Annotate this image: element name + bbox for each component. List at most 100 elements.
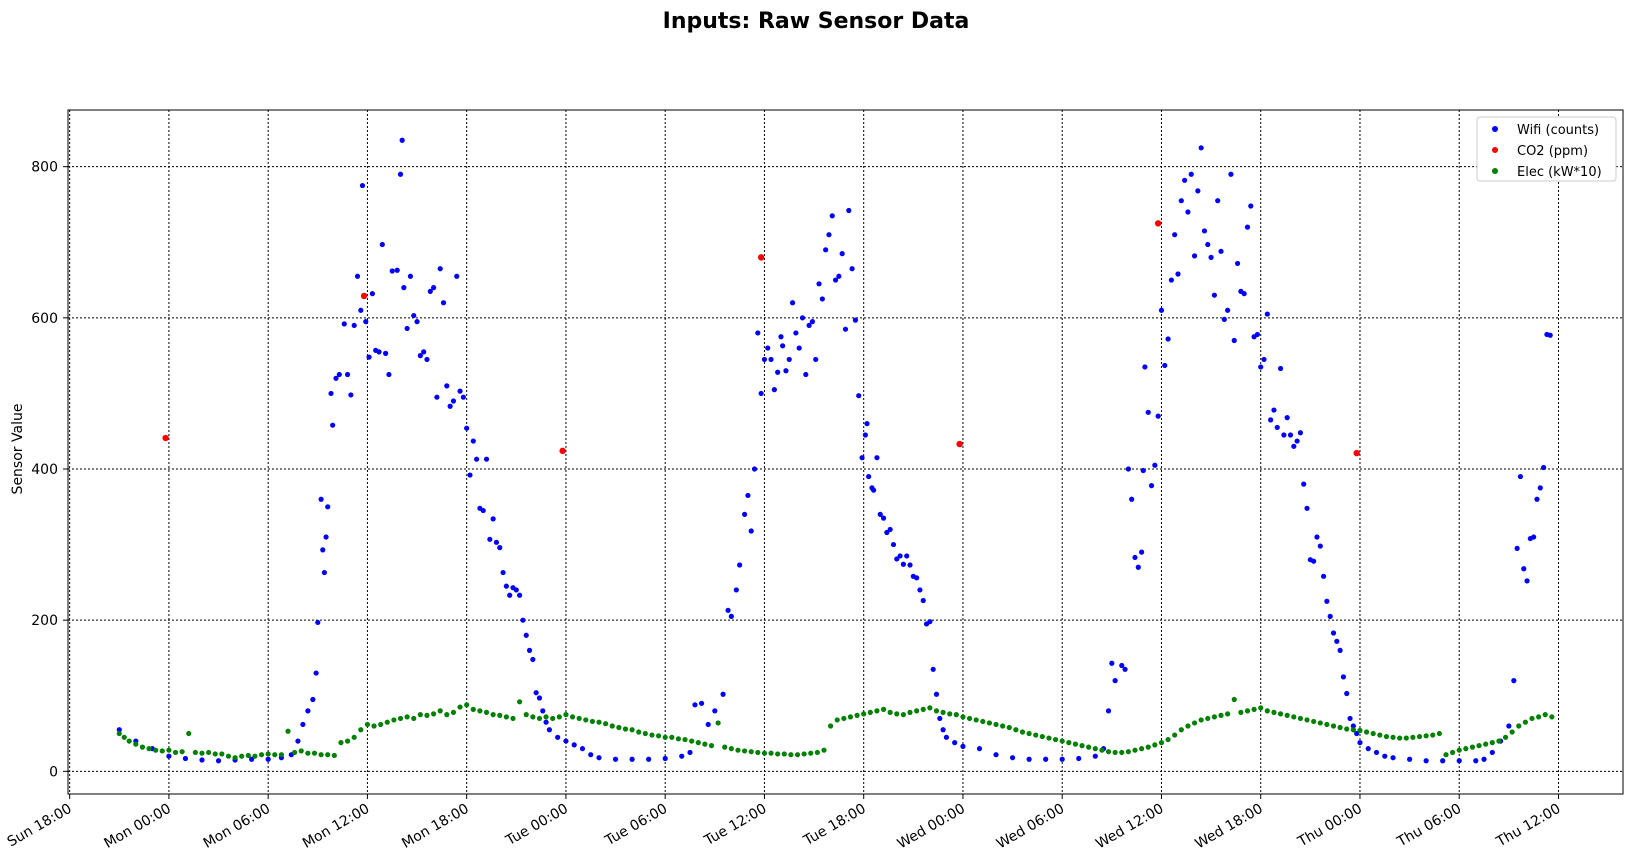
data-point	[1320, 573, 1327, 579]
data-point	[1540, 464, 1547, 471]
data-point	[121, 734, 127, 740]
data-point	[311, 750, 318, 756]
data-point	[265, 751, 271, 757]
data-point	[348, 392, 354, 398]
data-point	[376, 349, 382, 355]
data-point	[1456, 747, 1462, 753]
data-point	[741, 511, 748, 517]
data-point	[321, 569, 328, 576]
data-point	[1473, 758, 1479, 764]
data-point	[1105, 708, 1112, 714]
data-point	[642, 730, 648, 737]
data-point	[1225, 307, 1231, 313]
data-point	[450, 398, 457, 404]
data-point	[887, 709, 893, 715]
data-point	[1334, 638, 1340, 644]
data-point	[404, 714, 410, 720]
data-point	[1248, 203, 1254, 209]
data-point	[543, 714, 549, 720]
data-point	[1271, 407, 1277, 413]
data-point	[371, 723, 377, 729]
data-point	[444, 383, 450, 389]
data-point	[1347, 715, 1353, 722]
x-tick-label: Tue 00:00	[503, 801, 571, 850]
data-point	[434, 394, 440, 400]
data-point	[952, 740, 958, 746]
data-point	[612, 756, 619, 762]
data-point	[1350, 727, 1356, 733]
data-point	[695, 740, 701, 746]
data-point	[474, 456, 480, 462]
data-point	[1218, 248, 1224, 254]
data-point	[1201, 228, 1208, 234]
data-point	[907, 709, 913, 715]
data-point	[708, 743, 715, 749]
data-point	[834, 717, 840, 723]
data-point	[1052, 736, 1059, 743]
data-point	[596, 755, 602, 761]
data-point	[1228, 171, 1234, 177]
data-point	[728, 613, 734, 619]
data-point	[1382, 753, 1388, 759]
data-point	[543, 719, 549, 725]
data-point	[1129, 496, 1135, 502]
data-point	[556, 714, 562, 720]
data-point	[427, 288, 433, 294]
data-point	[1354, 730, 1360, 737]
data-point	[917, 587, 923, 593]
data-point	[768, 356, 774, 363]
data-point	[1353, 449, 1360, 457]
data-point	[437, 708, 443, 714]
data-point	[646, 756, 652, 762]
data-point	[821, 747, 827, 753]
data-point	[871, 487, 877, 493]
data-point	[265, 756, 271, 762]
data-point	[1175, 271, 1181, 277]
data-point	[1238, 709, 1244, 715]
data-point	[1311, 718, 1317, 725]
data-point	[588, 752, 594, 758]
y-tick-label: 800	[31, 160, 58, 176]
data-point	[1178, 727, 1184, 733]
data-point	[212, 751, 218, 757]
data-point	[900, 561, 906, 567]
data-point	[649, 732, 655, 738]
data-point	[682, 736, 688, 743]
data-point	[735, 747, 741, 753]
data-point	[841, 715, 847, 722]
data-point	[1365, 746, 1371, 752]
data-point	[1456, 758, 1462, 764]
data-point	[1502, 734, 1509, 740]
data-point	[1287, 432, 1294, 438]
data-point	[1241, 291, 1247, 297]
series-Elec (kW*10)	[116, 696, 1555, 761]
x-tick-label: Wed 00:00	[895, 801, 968, 853]
data-point	[325, 504, 331, 510]
data-point	[490, 712, 496, 718]
data-point	[536, 695, 543, 701]
data-point	[839, 251, 845, 257]
data-point	[341, 321, 347, 327]
data-point	[904, 553, 910, 559]
data-point	[1314, 534, 1320, 540]
data-point	[1304, 505, 1310, 511]
data-point	[1403, 735, 1409, 741]
plot-frame	[67, 109, 1624, 795]
data-point	[1463, 746, 1469, 752]
data-point	[172, 749, 179, 756]
data-point	[1165, 736, 1171, 743]
data-point	[1215, 198, 1221, 204]
data-point	[1450, 749, 1456, 756]
data-point	[1105, 749, 1112, 755]
y-tick-label: 200	[31, 613, 58, 629]
data-point	[781, 751, 787, 757]
data-point	[874, 455, 880, 461]
data-point	[596, 719, 602, 725]
data-point	[960, 714, 966, 720]
data-point	[1125, 749, 1131, 755]
data-point	[1483, 741, 1489, 747]
data-point	[829, 213, 835, 219]
data-point	[1390, 755, 1396, 761]
data-point	[1264, 311, 1270, 317]
data-point	[1542, 712, 1548, 718]
